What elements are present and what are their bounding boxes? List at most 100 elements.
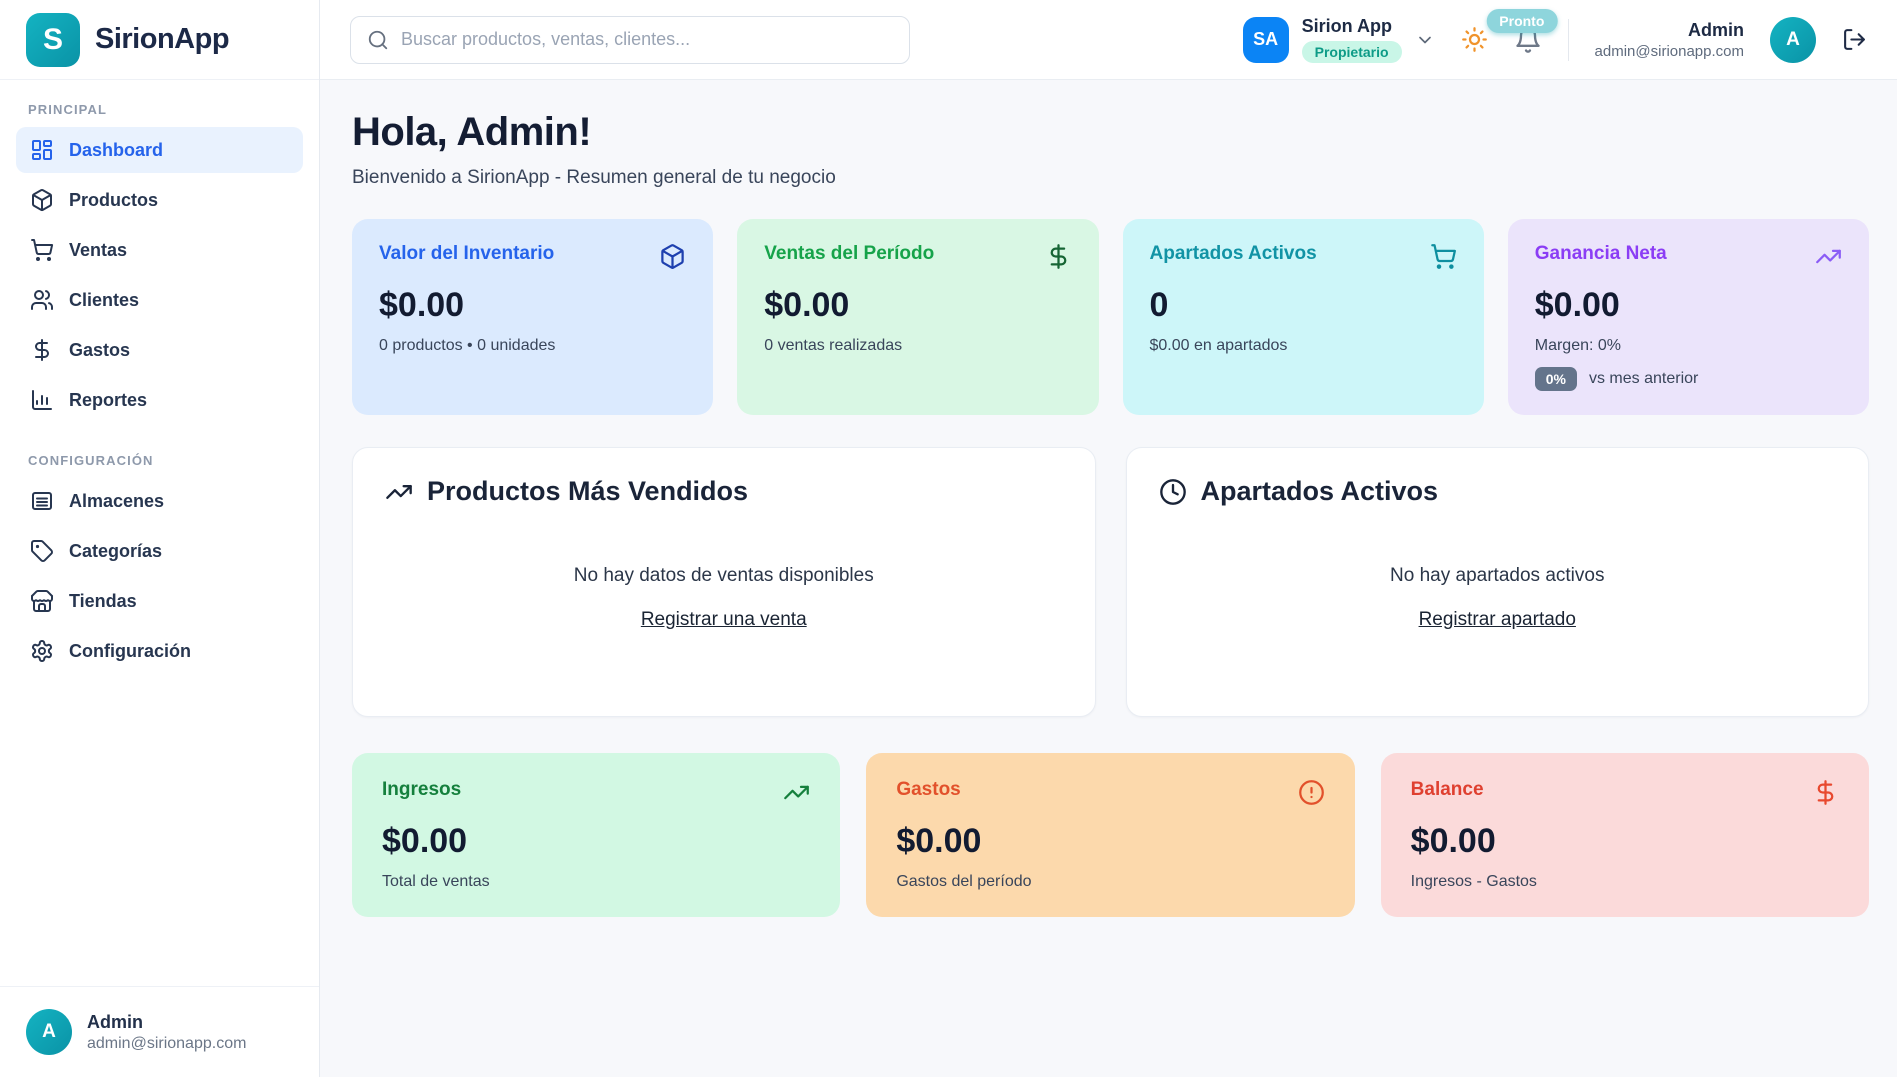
summary-card-subtitle: Total de ventas: [382, 873, 490, 890]
panels-row: Productos Más Vendidos No hay datos de v…: [352, 447, 1869, 717]
panel-productos-mas-vendidos: Productos Más Vendidos No hay datos de v…: [352, 447, 1096, 717]
divider: [1567, 18, 1569, 61]
stat-card-ventas: Ventas del Período $0.00 0 ventas realiz…: [737, 219, 1099, 415]
avatar[interactable]: A: [1770, 16, 1816, 63]
bar-chart-icon: [30, 388, 54, 412]
theme-toggle-button[interactable]: [1461, 26, 1488, 53]
stat-card-ganancia: Ganancia Neta $0.00 Margen: 0% 0% vs mes…: [1507, 219, 1869, 415]
store-icon: [30, 589, 54, 613]
search-box: [350, 15, 910, 64]
app-name: SirionApp: [95, 23, 230, 55]
sidebar-item-productos[interactable]: Productos: [16, 177, 303, 223]
sidebar-item-label: Productos: [69, 189, 159, 210]
stat-card-title: Ganancia Neta: [1534, 243, 1667, 264]
sidebar-item-label: Clientes: [69, 289, 140, 310]
sidebar-item-ventas[interactable]: Ventas: [16, 227, 303, 273]
summary-card-value: $0.00: [382, 822, 468, 860]
stat-card-value: $0.00: [764, 286, 850, 324]
clock-icon: [1159, 478, 1187, 506]
org-name: Sirion App: [1301, 16, 1392, 36]
topbar-right: SA Sirion App Propietario Pronto A: [1242, 8, 1867, 63]
summary-card-gastos: Gastos $0.00 Gastos del período: [866, 753, 1355, 917]
summary-card-title: Gastos: [896, 779, 961, 800]
summary-cards-row: Ingresos $0.00 Total de ventas Gastos $0…: [352, 753, 1869, 917]
search-icon: [367, 29, 389, 51]
stat-card-value: 0: [1149, 286, 1169, 324]
app-logo-icon: S: [26, 12, 80, 67]
stat-card-title: Valor del Inventario: [379, 243, 555, 264]
logout-icon: [1842, 27, 1867, 52]
dollar-icon: [1045, 243, 1072, 270]
topbar-user-info: Admin admin@sirionapp.com: [1595, 20, 1744, 60]
stat-card-subtitle: $0.00 en apartados: [1149, 337, 1288, 354]
sidebar-item-gastos[interactable]: Gastos: [16, 327, 303, 373]
sidebar-item-label: Ventas: [69, 239, 128, 260]
percent-badge: 0%: [1534, 367, 1577, 391]
sidebar-user-name: Admin: [87, 1011, 143, 1032]
sidebar-item-label: Almacenes: [69, 490, 165, 511]
avatar: A: [26, 1009, 72, 1055]
sidebar-item-tiendas[interactable]: Tiendas: [16, 578, 303, 624]
sidebar-item-label: Dashboard: [69, 139, 164, 160]
stat-card-apartados: Apartados Activos 0 $0.00 en apartados: [1122, 219, 1484, 415]
logout-button[interactable]: [1842, 27, 1867, 52]
search-input[interactable]: [401, 29, 893, 50]
org-avatar: SA: [1242, 16, 1289, 63]
sidebar-item-label: Gastos: [69, 339, 131, 360]
panel-title: Productos Más Vendidos: [427, 476, 749, 506]
sidebar-item-label: Reportes: [69, 389, 148, 410]
notifications-button[interactable]: Pronto: [1486, 8, 1558, 54]
stat-card-value: $0.00: [1534, 286, 1620, 324]
stat-card-subtitle: 0 productos • 0 unidades: [379, 337, 556, 354]
sidebar-user[interactable]: A Admin admin@sirionapp.com: [0, 986, 319, 1077]
summary-card-value: $0.00: [1410, 822, 1496, 860]
dashboard-content: Hola, Admin! Bienvenido a SirionApp - Re…: [320, 80, 1897, 1077]
registrar-venta-link[interactable]: Registrar una venta: [640, 608, 807, 630]
nav-section-principal: PRINCIPAL: [28, 102, 107, 117]
tag-icon: [30, 539, 54, 563]
trending-up-icon: [783, 779, 810, 806]
dollar-icon: [1812, 779, 1839, 806]
registrar-apartado-link[interactable]: Registrar apartado: [1418, 608, 1576, 630]
shopping-cart-icon: [30, 238, 54, 262]
sidebar-logo[interactable]: S SirionApp: [0, 0, 319, 80]
sidebar-item-configuracion[interactable]: Configuración: [16, 628, 303, 674]
trending-up-icon: [1815, 243, 1842, 270]
trending-up-icon: [385, 478, 413, 506]
sidebar-nav: PRINCIPAL Dashboard Productos Ventas Cli…: [0, 80, 319, 986]
sidebar-item-dashboard[interactable]: Dashboard: [16, 127, 303, 173]
summary-card-subtitle: Gastos del período: [896, 873, 1032, 890]
summary-card-ingresos: Ingresos $0.00 Total de ventas: [352, 753, 841, 917]
dashboard-grid-icon: [30, 138, 54, 162]
stat-card-subtitle: 0 ventas realizadas: [764, 337, 903, 354]
stat-card-inventario: Valor del Inventario $0.00 0 productos •…: [352, 219, 714, 415]
sidebar-item-clientes[interactable]: Clientes: [16, 277, 303, 323]
sidebar-item-label: Tiendas: [69, 590, 137, 611]
users-icon: [30, 288, 54, 312]
summary-card-title: Ingresos: [382, 779, 462, 800]
pronto-badge: Pronto: [1486, 8, 1558, 33]
summary-card-value: $0.00: [896, 822, 982, 860]
package-icon: [659, 243, 686, 270]
empty-state-text: No hay datos de ventas disponibles: [573, 564, 874, 586]
gear-icon: [30, 639, 54, 663]
sun-icon: [1461, 26, 1488, 53]
warehouse-icon: [30, 489, 54, 513]
topbar-user-name: Admin: [1688, 19, 1744, 40]
stat-card-title: Apartados Activos: [1149, 243, 1317, 264]
stat-card-value: $0.00: [379, 286, 465, 324]
sidebar-item-reportes[interactable]: Reportes: [16, 377, 303, 423]
alert-circle-icon: [1298, 779, 1325, 806]
summary-card-subtitle: Ingresos - Gastos: [1410, 873, 1537, 890]
empty-state-text: No hay apartados activos: [1390, 564, 1605, 586]
summary-card-balance: Balance $0.00 Ingresos - Gastos: [1380, 753, 1869, 917]
sidebar: S SirionApp PRINCIPAL Dashboard Producto…: [0, 0, 320, 1077]
org-selector[interactable]: SA Sirion App Propietario: [1242, 16, 1435, 63]
sidebar-item-almacenes[interactable]: Almacenes: [16, 478, 303, 524]
stat-card-subtitle: Margen: 0%: [1534, 337, 1622, 354]
org-role-badge: Propietario: [1301, 41, 1402, 63]
sidebar-item-categorias[interactable]: Categorías: [16, 528, 303, 574]
chevron-down-icon: [1415, 30, 1435, 50]
shopping-cart-icon: [1430, 243, 1457, 270]
